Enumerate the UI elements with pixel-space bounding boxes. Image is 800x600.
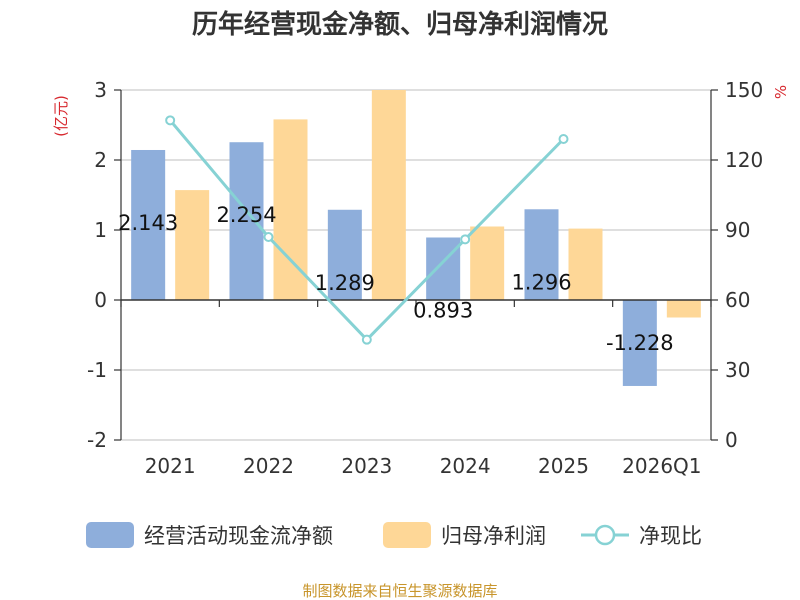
- left-axis-unit: (亿元): [52, 95, 70, 137]
- x-axis-tick: 2025: [538, 454, 589, 478]
- grid-lines: [121, 89, 711, 441]
- right-axis-tick: 150: [725, 78, 763, 102]
- ratio-point: [460, 234, 471, 245]
- cashflow-bar: [426, 237, 461, 300]
- bar-value-label: 2.143: [118, 211, 178, 235]
- cashflow-bar: [131, 149, 166, 300]
- legend-ratio-swatch-marker: [594, 524, 616, 546]
- legend: 经营活动现金流净额 归母净利润 净现比: [86, 522, 702, 548]
- cashflow-bar: [229, 142, 264, 300]
- x-axis-tick: 2024: [440, 454, 491, 478]
- x-axis-tick: 2026Q1: [622, 454, 701, 478]
- x-axis-tick: 2023: [341, 454, 392, 478]
- source-note: 制图数据来自恒生聚源数据库: [302, 582, 497, 600]
- left-axis-tick: 0: [94, 288, 107, 312]
- ratio-point: [263, 232, 274, 242]
- legend-cashflow-swatch: [86, 522, 134, 548]
- bar-value-label: 1.289: [315, 271, 375, 295]
- profit-bar: [666, 300, 701, 318]
- profit-bar: [470, 226, 505, 300]
- profit-bar: [568, 228, 603, 300]
- left-axis-tick: -1: [87, 358, 107, 382]
- ratio-line: [165, 115, 569, 345]
- cashflow-bar: [524, 209, 559, 300]
- x-axis-tick: 2022: [243, 454, 294, 478]
- cashflow-bar: [622, 300, 657, 386]
- left-axis-tick: 1: [94, 218, 107, 242]
- legend-cashflow-label: 经营活动现金流净额: [144, 524, 333, 548]
- profit-bar: [175, 190, 210, 300]
- right-axis-tick: 30: [725, 358, 750, 382]
- x-axis-tick: 2021: [145, 454, 196, 478]
- data-labels: 2.143 2.254 1.289 0.893 1.296 -1.228: [118, 203, 674, 355]
- bar-value-label: 0.893: [413, 298, 473, 322]
- bar-value-label: -1.228: [606, 331, 674, 355]
- ratio-point: [558, 134, 569, 144]
- right-axis-tick: 90: [725, 218, 750, 242]
- legend-profit-swatch: [383, 522, 431, 548]
- left-axis-tick: 3: [94, 78, 107, 102]
- bar-value-label: 2.254: [216, 203, 276, 227]
- right-axis-tick: 60: [725, 288, 750, 312]
- left-axis-tick: -2: [87, 428, 107, 452]
- right-axis-tick: 120: [725, 148, 763, 172]
- legend-profit-label: 归母净利润: [441, 524, 546, 548]
- ratio-point: [361, 334, 372, 345]
- bar-value-label: 1.296: [511, 270, 571, 294]
- chart-title: 历年经营现金净额、归母净利润情况: [192, 9, 608, 40]
- ratio-point: [165, 115, 176, 126]
- right-axis-unit: %: [772, 85, 790, 99]
- right-axis-tick: 0: [725, 428, 738, 452]
- cashflow-bar: [327, 209, 362, 300]
- legend-ratio-label: 净现比: [639, 524, 702, 548]
- left-axis-tick: 2: [94, 148, 107, 172]
- profit-bar: [371, 90, 406, 300]
